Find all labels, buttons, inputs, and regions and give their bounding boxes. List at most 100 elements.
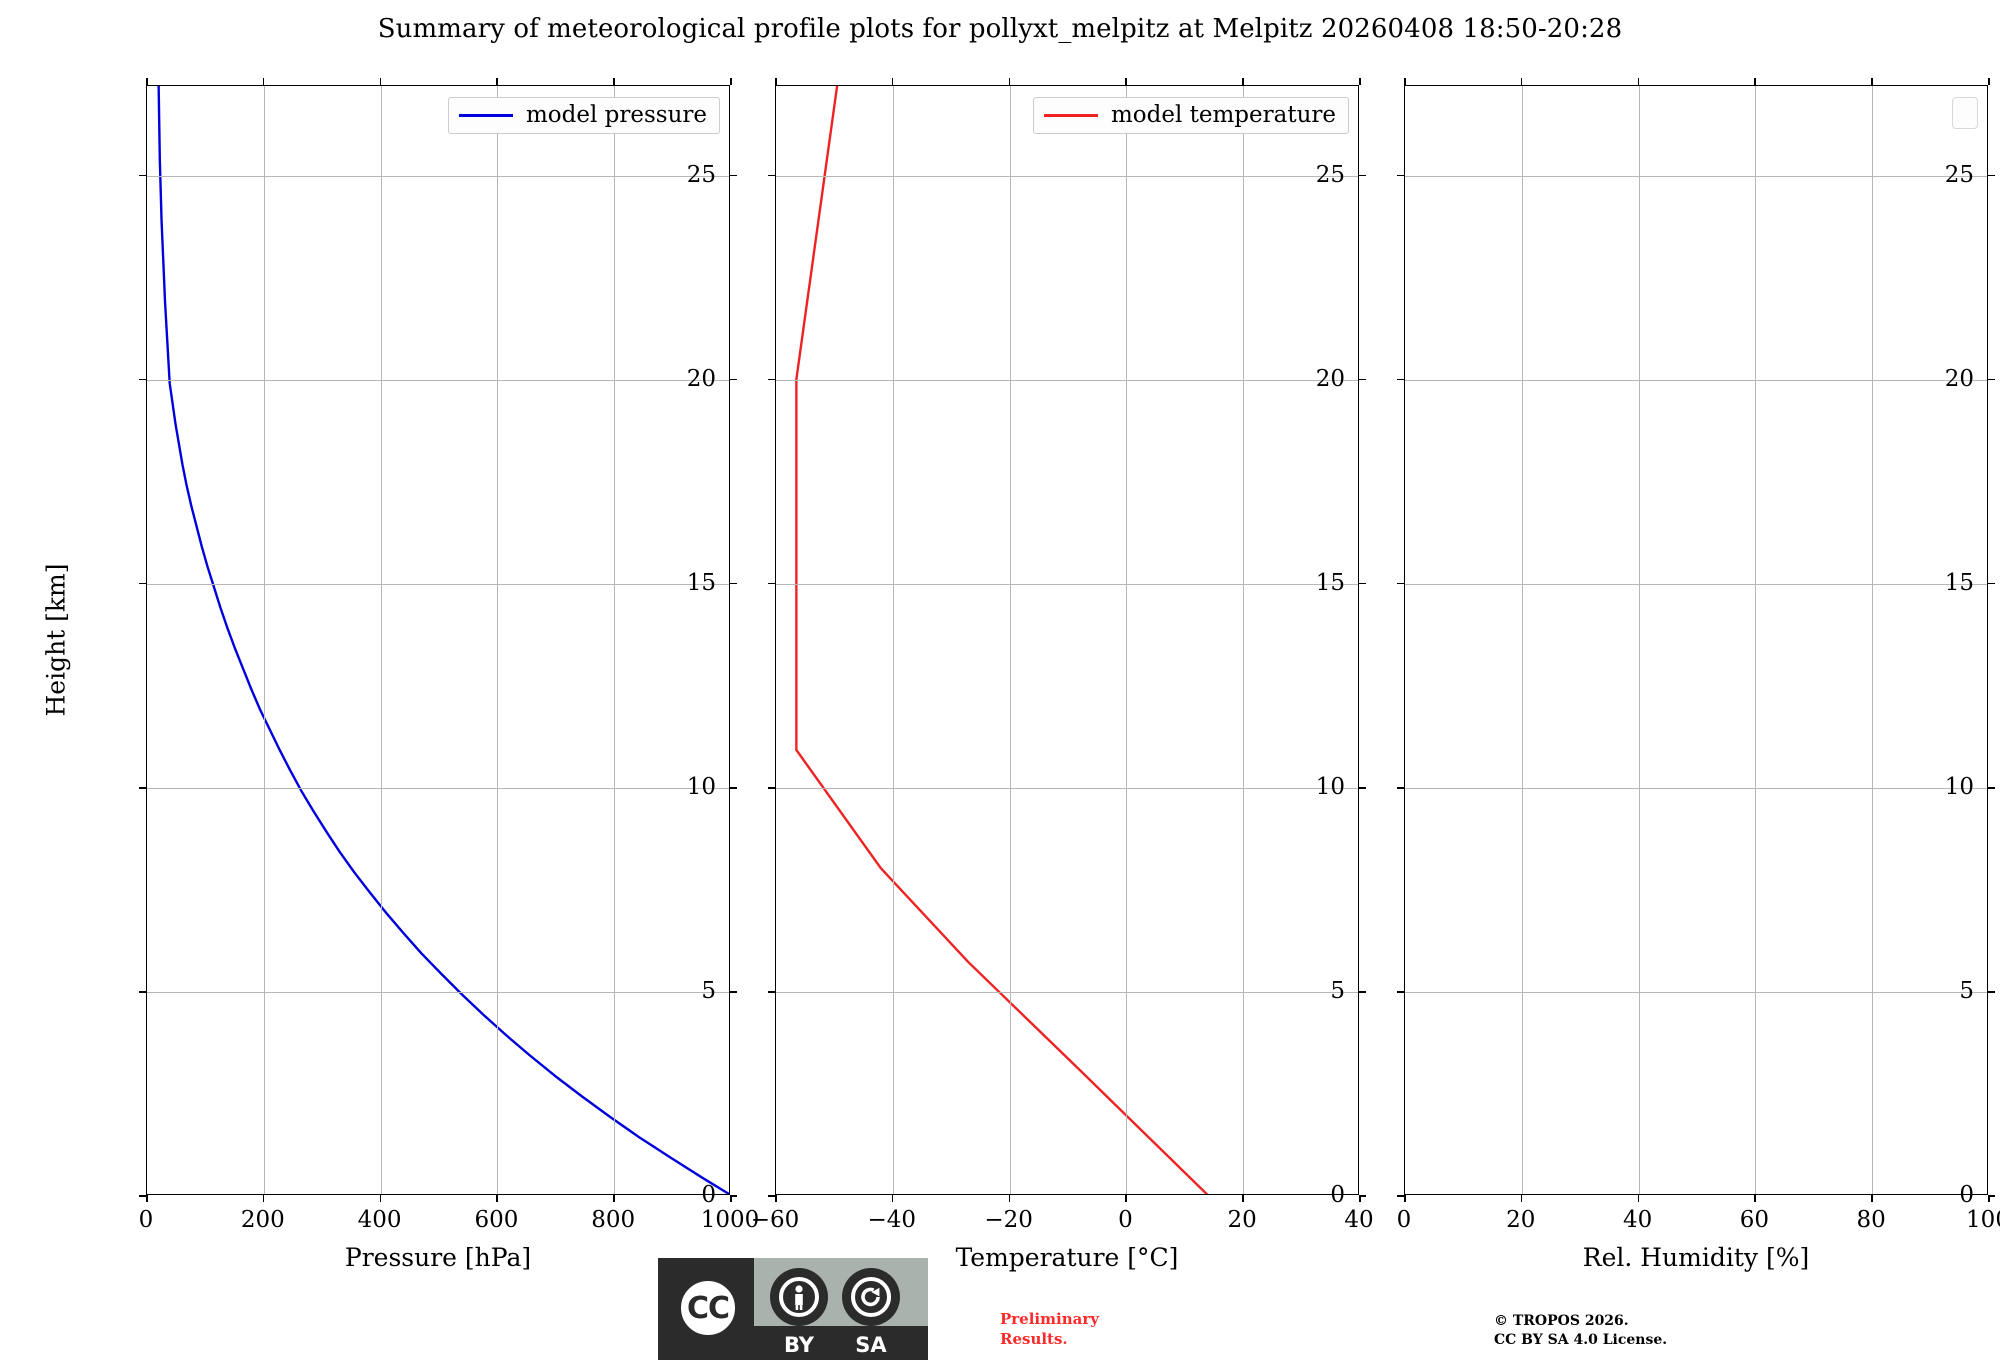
gridline-horizontal xyxy=(776,787,1358,789)
x-tick-label: −60 xyxy=(750,1207,800,1233)
x-tick-mark xyxy=(1404,78,1406,85)
y-tick-label: 15 xyxy=(686,569,716,596)
legend-label-temperature: model temperature xyxy=(1110,102,1336,128)
x-tick-label: −40 xyxy=(867,1207,917,1233)
plot-area-pressure xyxy=(146,85,730,1195)
cc-sa-label: SA xyxy=(855,1333,887,1357)
x-tick-mark xyxy=(1359,78,1361,85)
gridline-horizontal xyxy=(1405,787,1987,789)
y-tick-mark xyxy=(1988,378,1995,381)
gridline-horizontal xyxy=(147,991,729,993)
x-tick-label: 0 xyxy=(1396,1207,1412,1233)
y-tick-mark xyxy=(139,378,146,381)
gridline-horizontal xyxy=(776,379,1358,381)
x-tick-label: 600 xyxy=(474,1207,519,1233)
plot-area-temperature xyxy=(775,85,1359,1195)
gridline-vertical xyxy=(892,86,894,1194)
y-tick-mark xyxy=(139,786,146,789)
plot-panel-temperature: model temperature 0 5 10 15 20 25 −60 −40 −20 0 20… xyxy=(751,78,1374,1233)
plot-panel-pressure: model pressure 0 5 10 15 20 25 0 200 400 600 800 10… xyxy=(139,78,759,1233)
y-tick-label: 10 xyxy=(1315,773,1345,800)
gridline-vertical xyxy=(1521,86,1523,1194)
y-tick-mark xyxy=(1359,786,1366,789)
plot-area-humidity xyxy=(1404,85,1988,1195)
x-tick-label: 100 xyxy=(1966,1207,2000,1233)
y-tick-mark xyxy=(139,582,146,585)
x-tick-mark xyxy=(1359,1195,1361,1202)
y-tick-mark xyxy=(1397,990,1404,993)
x-tick-mark xyxy=(775,78,777,85)
x-tick-label: 40 xyxy=(1622,1207,1653,1233)
x-tick-mark xyxy=(1404,1195,1406,1202)
y-tick-label: 15 xyxy=(1944,569,1974,596)
gridline-vertical xyxy=(380,86,382,1194)
x-tick-mark xyxy=(146,78,148,85)
y-tick-label: 0 xyxy=(1330,1182,1345,1208)
gridline-vertical xyxy=(263,86,265,1194)
x-tick-mark xyxy=(1871,1195,1873,1202)
x-tick-label: 400 xyxy=(357,1207,402,1233)
gridline-horizontal xyxy=(147,787,729,789)
x-tick-mark xyxy=(1242,1195,1244,1202)
x-tick-mark xyxy=(1637,78,1640,85)
gridline-vertical xyxy=(1872,86,1874,1194)
x-tick-mark xyxy=(730,78,732,85)
gridline-vertical xyxy=(1638,86,1640,1194)
x-tick-mark xyxy=(730,1195,732,1202)
y-tick-label: 5 xyxy=(1330,977,1345,1004)
page-title: Summary of meteorological profile plots … xyxy=(377,14,1623,44)
y-tick-mark xyxy=(1397,786,1404,789)
preliminary-results-note: Preliminary Results. xyxy=(1000,1310,1099,1348)
legend-pressure[interactable]: model pressure xyxy=(447,97,720,134)
y-tick-mark xyxy=(1988,1195,1995,1197)
x-tick-label: 1000 xyxy=(700,1207,760,1233)
legend-humidity-empty[interactable] xyxy=(1952,97,1978,129)
y-tick-mark xyxy=(1359,990,1366,993)
gridline-horizontal xyxy=(1405,175,1987,177)
gridline-vertical xyxy=(1009,86,1011,1194)
creative-commons-badge: CC BY SA xyxy=(658,1258,928,1360)
x-tick-label: 800 xyxy=(591,1207,636,1233)
x-tick-label: 60 xyxy=(1739,1207,1770,1233)
x-tick-mark xyxy=(613,1195,615,1202)
y-tick-mark xyxy=(730,786,737,789)
x-tick-mark xyxy=(1988,78,1990,85)
cc-logo-icon: CC xyxy=(672,1272,744,1344)
x-tick-mark xyxy=(613,78,615,85)
y-tick-mark xyxy=(139,1195,146,1197)
x-tick-mark xyxy=(1125,78,1127,85)
y-tick-mark xyxy=(1988,990,1995,993)
copyright-note: © TROPOS 2026. CC BY SA 4.0 License. xyxy=(1494,1313,1668,1348)
y-tick-mark xyxy=(730,174,737,177)
x-tick-mark xyxy=(1637,1195,1640,1202)
legend-swatch-temperature xyxy=(1043,114,1098,117)
legend-temperature[interactable]: model temperature xyxy=(1032,97,1349,134)
y-tick-mark xyxy=(1397,174,1404,177)
y-tick-mark xyxy=(1359,378,1366,381)
y-tick-label: 0 xyxy=(1959,1182,1974,1208)
y-tick-mark xyxy=(1988,786,1995,789)
x-tick-label: 40 xyxy=(1344,1207,1374,1233)
y-tick-mark xyxy=(768,378,775,381)
x-tick-mark xyxy=(379,1195,382,1202)
y-tick-label: 5 xyxy=(701,977,716,1004)
x-tick-label: 0 xyxy=(138,1207,154,1233)
x-tick-mark xyxy=(1242,78,1244,85)
x-tick-mark xyxy=(891,78,894,85)
gridline-horizontal xyxy=(1405,991,1987,993)
y-tick-label: 20 xyxy=(1944,365,1974,392)
y-tick-mark xyxy=(730,378,737,381)
gridline-vertical xyxy=(1126,86,1128,1194)
y-tick-label: 5 xyxy=(1959,977,1974,1004)
x-axis-label-pressure: Pressure [hPa] xyxy=(344,1243,532,1272)
y-tick-mark xyxy=(730,582,737,585)
x-tick-mark xyxy=(1520,1195,1523,1202)
x-tick-label: 20 xyxy=(1506,1207,1536,1233)
x-tick-mark xyxy=(891,1195,894,1202)
y-tick-mark xyxy=(1988,174,1995,177)
x-tick-mark xyxy=(496,78,498,85)
gridline-horizontal xyxy=(776,175,1358,177)
x-axis-label-humidity: Rel. Humidity [%] xyxy=(1582,1243,1810,1272)
gridline-vertical xyxy=(1755,86,1757,1194)
y-tick-mark xyxy=(768,582,775,585)
